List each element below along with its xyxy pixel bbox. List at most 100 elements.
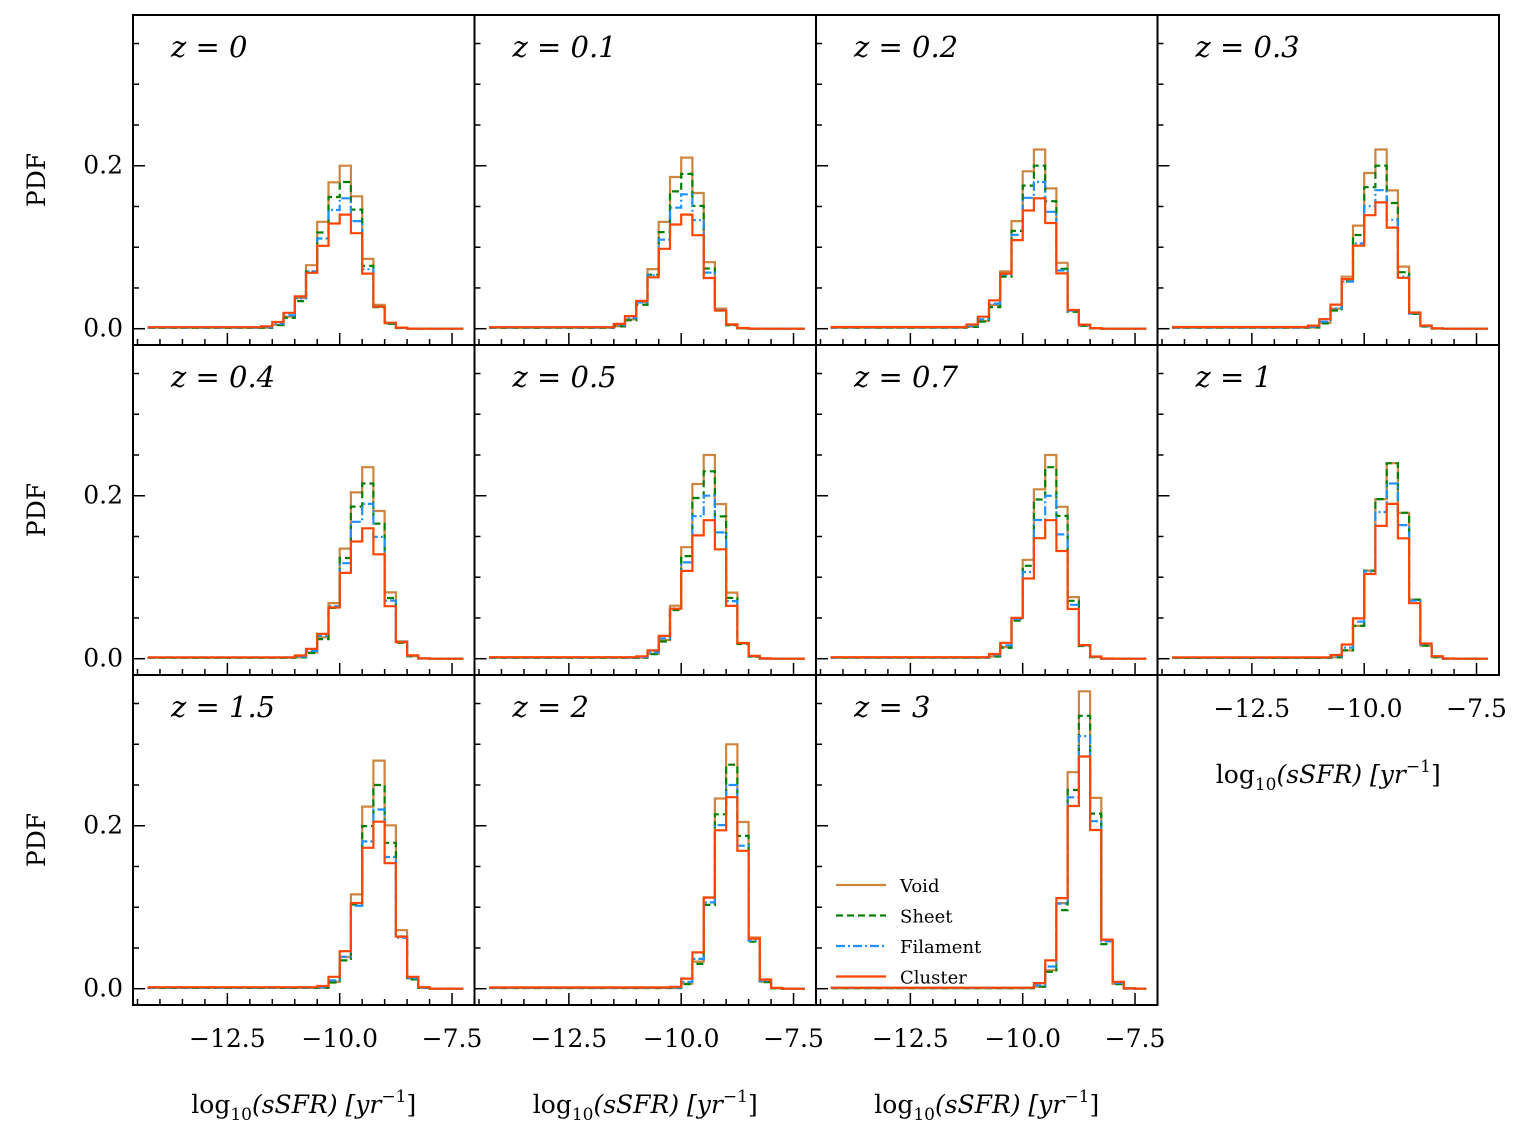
- panel-frame: [132, 674, 476, 1006]
- series-cluster-panel-9: [147, 820, 464, 990]
- y-tick-label: 0.0: [83, 974, 123, 1003]
- series-cluster-panel-6: [489, 519, 805, 660]
- panel-2: z = 0.1: [473, 14, 817, 346]
- legend-label-cluster: Cluster: [900, 968, 967, 989]
- y-tick-label: 0.0: [83, 644, 123, 673]
- x-tick-label: −7.5: [422, 1024, 483, 1053]
- panel-6: z = 0.5: [473, 344, 817, 676]
- x-tick-label: −10.0: [301, 1024, 378, 1053]
- series-sheet-panel-6: [489, 470, 805, 660]
- series-filament-panel-8: [1172, 482, 1488, 660]
- legend-label-sheet: Sheet: [900, 907, 953, 928]
- y-tick-label: 0.2: [83, 811, 123, 840]
- y-tick-label: 0.2: [83, 151, 123, 180]
- series-cluster-panel-5: [147, 527, 464, 660]
- panel-11: −12.5 −10.0 −7.5 log10(sSFR) [yr−1] z = 3: [815, 674, 1166, 1125]
- series-sheet-panel-2: [489, 172, 805, 330]
- series-void-panel-4: [1172, 148, 1488, 330]
- series-sheet-panel-11: [830, 714, 1147, 990]
- series-sheet-panel-1: [147, 180, 464, 330]
- panel-9: 0.0 0.2 PDF −12.5 −10.0 −7.5 log10(sSFR) [yr−1…: [22, 674, 483, 1125]
- series-sheet-panel-8: [1172, 462, 1488, 660]
- panel-label: z = 0.2: [853, 30, 958, 64]
- panel-label: z = 1.5: [170, 690, 275, 724]
- panel-frame: [473, 14, 817, 346]
- x-tick-label: −10.0: [1326, 694, 1403, 723]
- x-tick-label: −10.0: [984, 1024, 1061, 1053]
- series-filament-panel-11: [830, 735, 1147, 990]
- series-cluster-panel-11: [830, 755, 1147, 990]
- panel-frame: [815, 344, 1159, 676]
- panel-10: −12.5 −10.0 −7.5 log10(sSFR) [yr−1] z = 2: [473, 674, 824, 1125]
- series-cluster-panel-2: [489, 213, 805, 330]
- x-tick-label: −12.5: [189, 1024, 266, 1053]
- panel-frame: [1156, 14, 1500, 346]
- series-void-panel-5: [147, 466, 464, 660]
- series-cluster-panel-7: [830, 519, 1147, 660]
- series-void-panel-10: [489, 743, 805, 990]
- legend: Void Sheet Filament Cluster: [836, 876, 982, 989]
- series-void-panel-11: [830, 690, 1147, 990]
- series-cluster-panel-10: [489, 796, 805, 990]
- panel-frame: [1156, 344, 1500, 676]
- x-axis-label: log10(sSFR) [yr−1]: [533, 1087, 758, 1125]
- y-axis-label: PDF: [22, 483, 51, 537]
- series-filament-panel-9: [147, 808, 464, 990]
- y-tick-label: 0.0: [83, 314, 123, 343]
- series-filament-panel-2: [489, 193, 805, 330]
- panel-label: z = 1: [1195, 360, 1272, 394]
- panel-frame: [815, 674, 1159, 1006]
- x-tick-label: −12.5: [1214, 694, 1291, 723]
- series-filament-panel-6: [489, 494, 805, 660]
- series-sheet-panel-5: [147, 482, 464, 660]
- x-tick-label: −12.5: [531, 1024, 608, 1053]
- panel-8: −12.5 −10.0 −7.5 log10(sSFR) [yr−1] z = 1: [1156, 344, 1507, 795]
- x-axis-label: log10(sSFR) [yr−1]: [191, 1087, 416, 1125]
- series-filament-panel-7: [830, 494, 1147, 660]
- x-tick-label: −7.5: [1105, 1024, 1166, 1053]
- panel-label: z = 3: [853, 690, 930, 724]
- panel-7: z = 0.7: [815, 344, 1159, 676]
- series-void-panel-1: [147, 164, 464, 330]
- legend-label-void: Void: [899, 876, 939, 897]
- series-filament-panel-1: [147, 197, 464, 330]
- panel-1: 0.0 0.2 PDF z = 0: [22, 14, 476, 346]
- x-tick-label: −7.5: [763, 1024, 824, 1053]
- series-void-panel-8: [1172, 462, 1488, 660]
- panel-label: z = 0.4: [170, 360, 275, 394]
- series-void-panel-9: [147, 759, 464, 990]
- x-axis-label: log10(sSFR) [yr−1]: [1216, 757, 1441, 795]
- y-axis-label: PDF: [22, 813, 51, 867]
- panel-label: z = 0: [170, 30, 247, 64]
- y-tick-label: 0.2: [83, 481, 123, 510]
- x-tick-label: −12.5: [872, 1024, 949, 1053]
- series-sheet-panel-9: [147, 783, 464, 990]
- panel-label: z = 0.7: [853, 360, 959, 394]
- x-axis-label: log10(sSFR) [yr−1]: [874, 1087, 1099, 1125]
- series-filament-panel-10: [489, 783, 805, 990]
- series-sheet-panel-10: [489, 763, 805, 990]
- series-cluster-panel-1: [147, 213, 464, 330]
- panel-3: z = 0.2: [815, 14, 1159, 346]
- x-tick-label: −10.0: [643, 1024, 720, 1053]
- panel-4: z = 0.3: [1156, 14, 1500, 346]
- series-void-panel-7: [830, 453, 1147, 660]
- legend-label-filament: Filament: [900, 937, 982, 958]
- panel-frame: [473, 674, 817, 1006]
- panel-label: z = 0.3: [1195, 30, 1300, 64]
- series-void-panel-6: [489, 453, 805, 660]
- panel-frame: [132, 344, 476, 676]
- series-cluster-panel-8: [1172, 502, 1488, 660]
- panel-label: z = 2: [512, 690, 589, 724]
- panel-5: 0.0 0.2 PDF z = 0.4: [22, 344, 476, 676]
- panel-frame: [815, 14, 1159, 346]
- panel-label: z = 0.1: [512, 30, 617, 64]
- series-cluster-panel-3: [830, 197, 1147, 330]
- series-filament-panel-5: [147, 502, 464, 660]
- series-sheet-panel-7: [830, 466, 1147, 660]
- panel-label: z = 0.5: [512, 360, 617, 394]
- panel-frame: [473, 344, 817, 676]
- y-axis-label: PDF: [22, 153, 51, 207]
